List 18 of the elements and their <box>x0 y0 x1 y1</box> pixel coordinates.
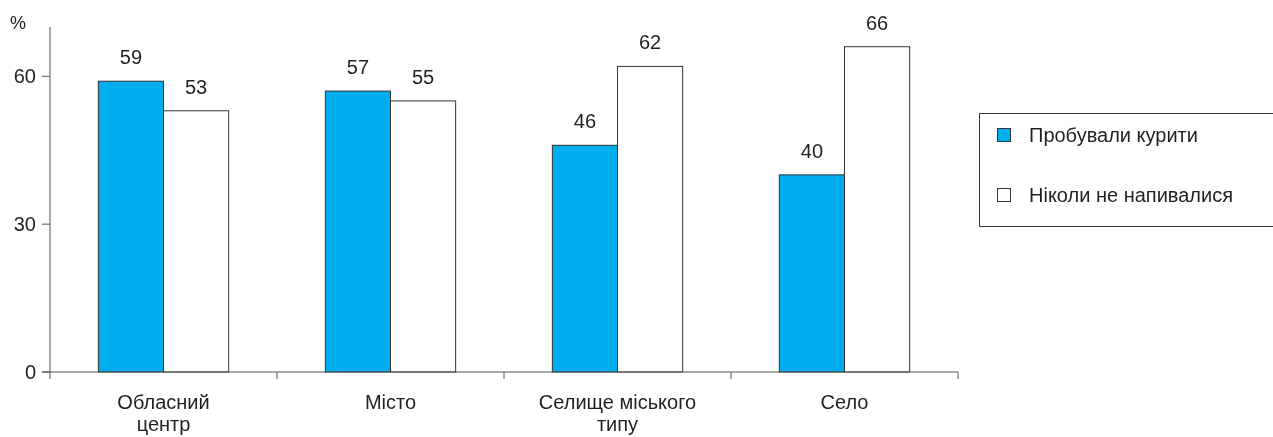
x-tick-label: Обласний центр <box>117 391 210 435</box>
legend-label: Пробували курити <box>1029 124 1198 146</box>
y-tick-label: 30 <box>13 213 36 236</box>
data-label: 55 <box>411 65 435 88</box>
data-label: 53 <box>184 75 208 98</box>
data-label: 66 <box>865 11 889 34</box>
y-tick-label: 0 <box>24 361 36 383</box>
y-axis-title: % <box>9 13 27 33</box>
data-label: 46 <box>573 110 597 133</box>
data-label: 59 <box>119 46 143 69</box>
data-label: 57 <box>346 56 370 79</box>
y-tick-label: 60 <box>13 65 36 88</box>
legend-label: Ніколи не напивалися <box>1029 184 1234 206</box>
x-tick-label: Місто <box>364 391 417 413</box>
data-label: 62 <box>638 31 662 54</box>
data-label: 40 <box>800 139 824 162</box>
x-tick-label: Село <box>820 391 869 413</box>
x-tick-label: Селище міського типу <box>538 391 697 435</box>
